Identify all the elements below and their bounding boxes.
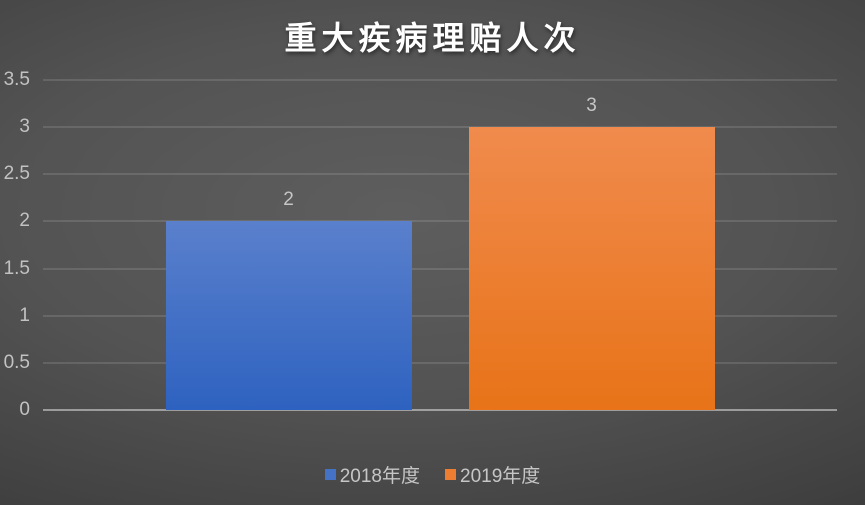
y-tick-label: 1	[19, 304, 30, 326]
legend-item-1: 2018年度	[324, 461, 420, 488]
y-tick-label: 3	[19, 116, 30, 138]
y-tick-label: 2.5	[3, 163, 30, 185]
gridline	[43, 126, 837, 129]
legend-swatch-icon	[324, 469, 336, 480]
gridline	[43, 79, 837, 81]
gridline	[43, 361, 837, 364]
axis-baseline	[43, 409, 837, 411]
bar-series-2	[468, 127, 715, 410]
y-tick-label: 1.5	[3, 257, 30, 279]
y-tick-label: 0	[19, 399, 30, 420]
legend-label: 2018年度	[339, 466, 420, 487]
gridline	[43, 314, 837, 317]
y-tick-label: 0.5	[3, 351, 30, 373]
gridline	[43, 267, 837, 270]
gridline	[43, 220, 837, 223]
y-tick-label: 3.5	[3, 69, 30, 90]
y-tick-label: 2	[19, 210, 30, 232]
legend-swatch-icon	[445, 469, 456, 480]
bar-value-label: 3	[586, 95, 597, 117]
bar-value-label: 2	[283, 189, 294, 211]
legend-item-2: 2019年度	[445, 461, 540, 488]
chart-legend: 2018年度 2019年度	[0, 461, 865, 488]
legend-label: 2019年度	[460, 466, 541, 487]
gridline	[43, 173, 837, 176]
chart-title: 重大疾病理赔人次	[284, 20, 581, 56]
bar-series-1	[165, 221, 412, 410]
